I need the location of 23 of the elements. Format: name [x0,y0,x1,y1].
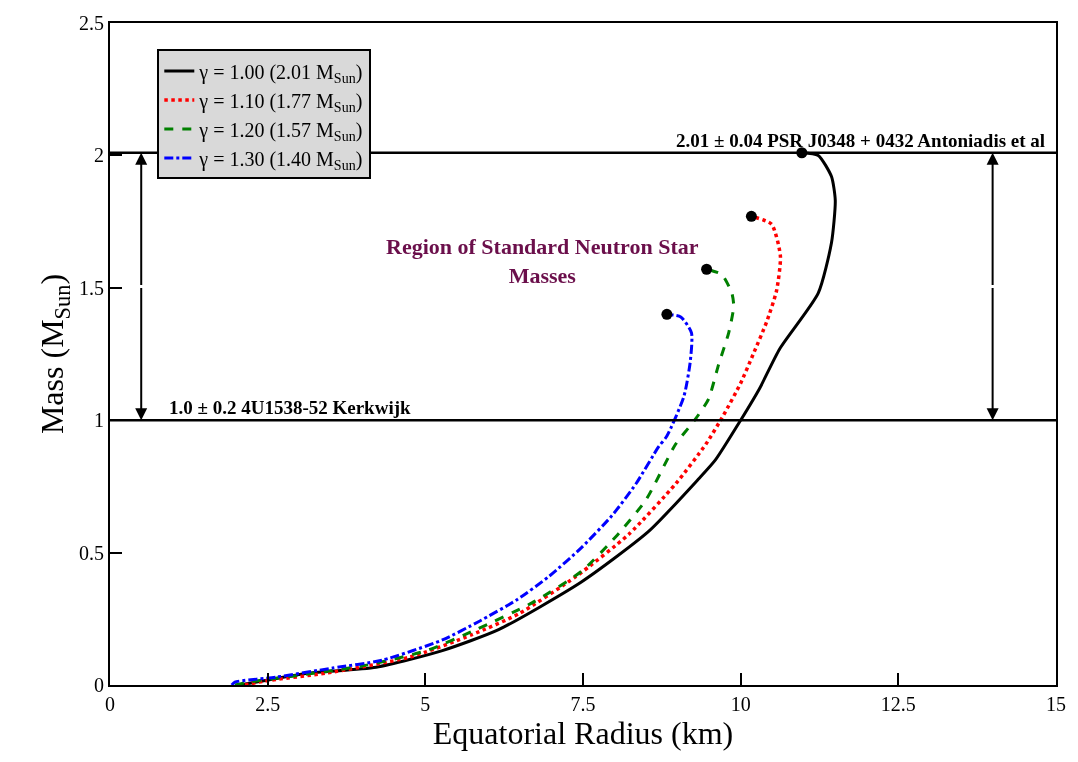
legend-label: γ = 1.20 (1.57 M$_{Sun}$) [198,118,363,144]
x-tick-label: 7.5 [570,693,596,715]
ref-line-label: 1.0 ± 0.2 4U1538-52 Kerkwijk [169,397,412,418]
annotation: Region of Standard Neutron Star Masses [386,234,699,288]
y-tick-label: 0 [94,674,104,696]
x-tick-label: 2.5 [255,693,281,715]
y-tick-label: 2 [94,144,104,167]
ref-line-label: 2.01 ± 0.04 PSR J0348 + 0432 Antoniadis et al [676,130,1046,151]
y-tick-label: 0.5 [79,541,104,564]
point [745,210,757,222]
y-tick-label: 1.5 [79,276,104,299]
x-tick-label: 10 [730,693,751,715]
point [701,263,713,275]
point [661,308,673,320]
y-tick-label: 1 [94,409,104,432]
x-axis-title: Equatorial Radius (km) [432,715,734,751]
x-tick-label: 12.5 [880,693,916,715]
y-tick-label: 2.5 [79,12,104,34]
x-tick-label: 15 [1046,693,1066,715]
legend-label: γ = 1.30 (1.40 M$_{Sun}$) [198,147,363,173]
x-tick-label: 5 [420,693,431,715]
legend-label: γ = 1.10 (1.77 M$_{Sun}$) [198,89,363,115]
legend-label: γ = 1.00 (2.01 M$_{Sun}$) [198,60,363,86]
